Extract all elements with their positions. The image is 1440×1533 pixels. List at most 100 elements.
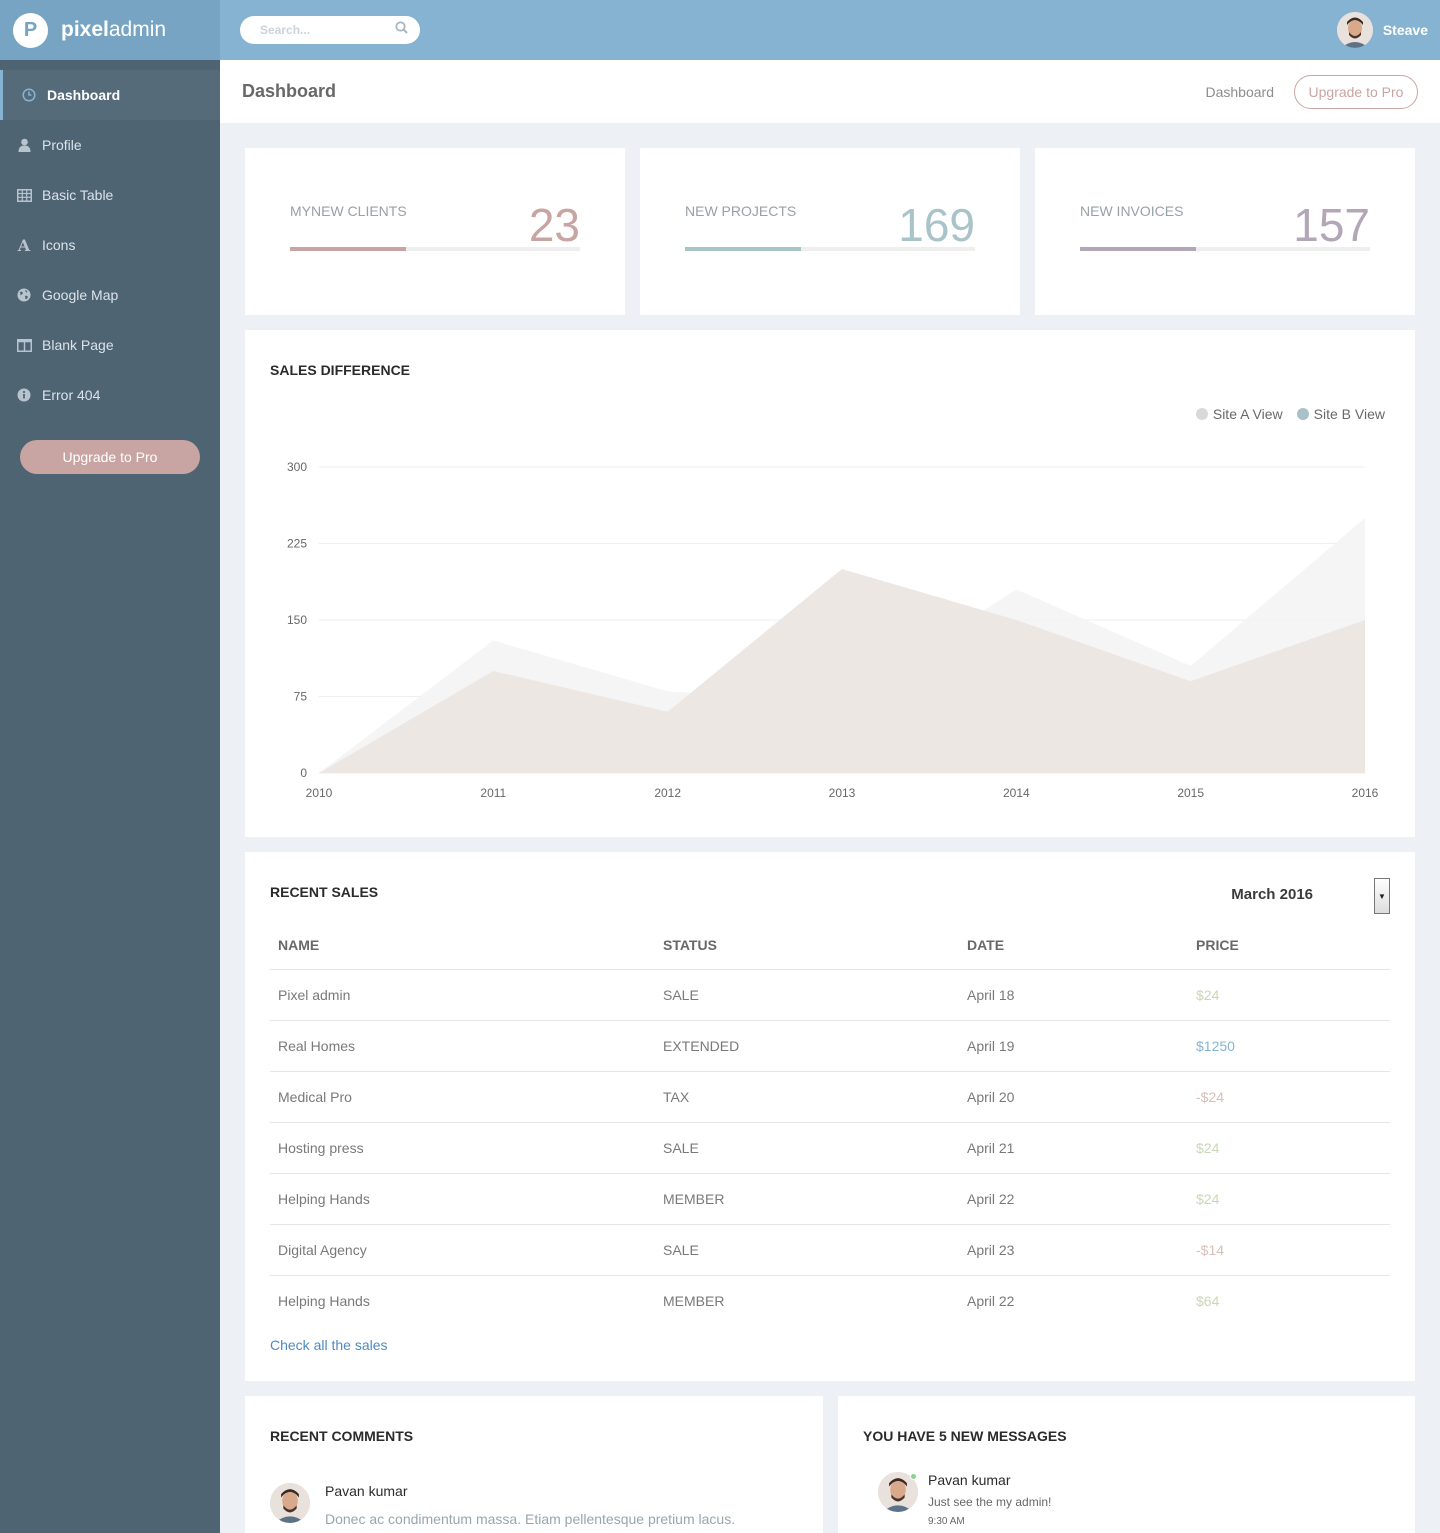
message-author: Pavan kumar — [928, 1472, 1011, 1488]
brand[interactable]: P pixeladmin — [0, 0, 220, 60]
legend-dot — [1296, 408, 1309, 420]
sale-status: SALE — [655, 1224, 959, 1276]
stat-label: MYNEW CLIENTS — [290, 203, 407, 219]
sale-status: TAX — [655, 1071, 959, 1123]
sidebar-item-label: Google Map — [42, 287, 119, 303]
sidebar-item-error-404[interactable]: Error 404 — [0, 370, 220, 420]
brand-name: pixeladmin — [61, 18, 166, 42]
legend-label: Site B View — [1313, 406, 1385, 422]
sale-price: $24 — [1188, 1122, 1390, 1174]
sale-date: April 23 — [959, 1224, 1188, 1276]
search-input[interactable] — [260, 23, 390, 37]
sidebar-item-label: Icons — [42, 237, 76, 253]
x-tick-label: 2012 — [654, 786, 681, 800]
sale-name: Helping Hands — [270, 1173, 655, 1225]
sidebar-item-icons[interactable]: A Icons — [0, 220, 220, 270]
sidebar-item-profile[interactable]: Profile — [0, 120, 220, 170]
check-all-sales-link[interactable]: Check all the sales — [270, 1337, 388, 1353]
sale-name: Medical Pro — [270, 1071, 655, 1123]
stat-progress-track — [1080, 247, 1370, 251]
user-icon — [15, 137, 33, 153]
header-upgrade-button[interactable]: Upgrade to Pro — [1294, 75, 1418, 109]
sale-price: $24 — [1188, 969, 1390, 1021]
month-dropdown-button[interactable]: ▼ — [1374, 878, 1390, 914]
breadcrumb[interactable]: Dashboard — [1205, 84, 1275, 100]
recent-sales-card: RECENT SALES March 2016 ▼ NAME STATUS DA… — [245, 852, 1415, 1381]
column-header: DATE — [959, 922, 1188, 970]
info-circle-icon — [15, 387, 33, 403]
stat-progress-track — [685, 247, 975, 251]
month-select-value[interactable]: March 2016 — [1231, 886, 1313, 903]
comment-text: Donec ac condimentum massa. Etiam pellen… — [325, 1511, 736, 1527]
sidebar-item-label: Basic Table — [42, 187, 114, 203]
page-title: Dashboard — [242, 81, 337, 101]
legend-label: Site A View — [1212, 406, 1283, 422]
search-box — [240, 16, 420, 44]
sale-status: EXTENDED — [655, 1020, 959, 1072]
sale-price: $1250 — [1188, 1020, 1390, 1072]
brand-name-light: admin — [108, 18, 167, 41]
user-menu[interactable]: Steave — [1336, 12, 1428, 48]
sale-status: MEMBER — [663, 1292, 725, 1309]
sidebar: Dashboard Profile Basic Table A Icons Go… — [0, 60, 220, 1533]
stat-card-clients: MYNEW CLIENTS 23 — [245, 148, 625, 315]
table-header-row: NAME STATUS DATE PRICE — [270, 922, 1390, 970]
stat-card-projects: NEW PROJECTS 169 — [640, 148, 1020, 315]
chart-legend: Site A View Site B View — [1195, 406, 1385, 422]
legend-dot — [1195, 408, 1208, 420]
table-row: Pixel admin SALE April 18 $24 — [270, 969, 1390, 1021]
stat-progress-track — [290, 247, 580, 251]
legend-item-site-a: Site A View — [1195, 406, 1283, 422]
sale-name: Real Homes — [270, 1020, 655, 1072]
table-icon — [15, 187, 33, 203]
sale-name: Pixel admin — [270, 969, 655, 1021]
x-tick-label: 2011 — [480, 786, 506, 800]
sidebar-upgrade-button[interactable]: Upgrade to Pro — [20, 440, 200, 474]
comment-author: Pavan kumar — [325, 1483, 408, 1499]
sale-date: April 19 — [959, 1020, 1188, 1072]
avatar — [270, 1483, 310, 1523]
sale-date: April 20 — [959, 1071, 1188, 1123]
table-row: Medical Pro TAX April 20 -$24 — [270, 1071, 1390, 1123]
stat-value: 169 — [898, 199, 975, 251]
sidebar-item-blank-page[interactable]: Blank Page — [0, 320, 220, 370]
sale-date: April 22 — [959, 1173, 1188, 1225]
stat-card-invoices: NEW INVOICES 157 — [1035, 148, 1415, 315]
y-tick-label: 75 — [294, 690, 308, 704]
y-tick-label: 225 — [287, 537, 307, 551]
sales-table: NAME STATUS DATE PRICE Pixel admin SALE … — [270, 922, 1390, 1326]
stat-label: NEW INVOICES — [1080, 203, 1184, 219]
sidebar-item-basic-table[interactable]: Basic Table — [0, 170, 220, 220]
sidebar-item-google-map[interactable]: Google Map — [0, 270, 220, 320]
stat-progress-fill — [1080, 247, 1196, 251]
y-tick-label: 0 — [300, 766, 307, 780]
sale-date: April 18 — [959, 969, 1188, 1021]
chart-title: SALES DIFFERENCE — [270, 362, 411, 378]
sidebar-item-label: Dashboard — [47, 87, 121, 103]
table-row: Helping Hands MEMBER April 22 $64 — [270, 1275, 1390, 1326]
sale-price: $24 — [1188, 1173, 1390, 1225]
messages-title: YOU HAVE 5 NEW MESSAGES — [863, 1428, 1067, 1444]
x-tick-label: 2010 — [306, 786, 333, 800]
legend-item-site-b: Site B View — [1296, 406, 1385, 422]
recent-comments-card: RECENT COMMENTS Pavan kumar Donec ac con… — [245, 1396, 823, 1533]
search-icon[interactable] — [395, 21, 408, 39]
sidebar-item-dashboard[interactable]: Dashboard — [0, 70, 220, 120]
column-header: NAME — [270, 922, 655, 970]
series-area-site-b-view — [319, 569, 1365, 773]
sale-price: $64 — [1196, 1292, 1220, 1309]
sale-status: MEMBER — [655, 1173, 959, 1225]
x-tick-label: 2014 — [1003, 786, 1030, 800]
stat-progress-fill — [685, 247, 801, 251]
recent-comments-title: RECENT COMMENTS — [270, 1428, 414, 1444]
caret-down-icon: ▼ — [1378, 891, 1386, 901]
sale-date: April 21 — [959, 1122, 1188, 1174]
table-row: Real Homes EXTENDED April 19 $1250 — [270, 1020, 1390, 1072]
sale-status: SALE — [655, 969, 959, 1021]
page-title-bar: Dashboard Dashboard Upgrade to Pro — [220, 60, 1440, 123]
font-icon: A — [17, 235, 31, 255]
table-row: Digital Agency SALE April 23 -$14 — [270, 1224, 1390, 1276]
globe-icon — [15, 287, 33, 303]
sale-status: SALE — [655, 1122, 959, 1174]
table-row: Helping Hands MEMBER April 22 $24 — [270, 1173, 1390, 1225]
